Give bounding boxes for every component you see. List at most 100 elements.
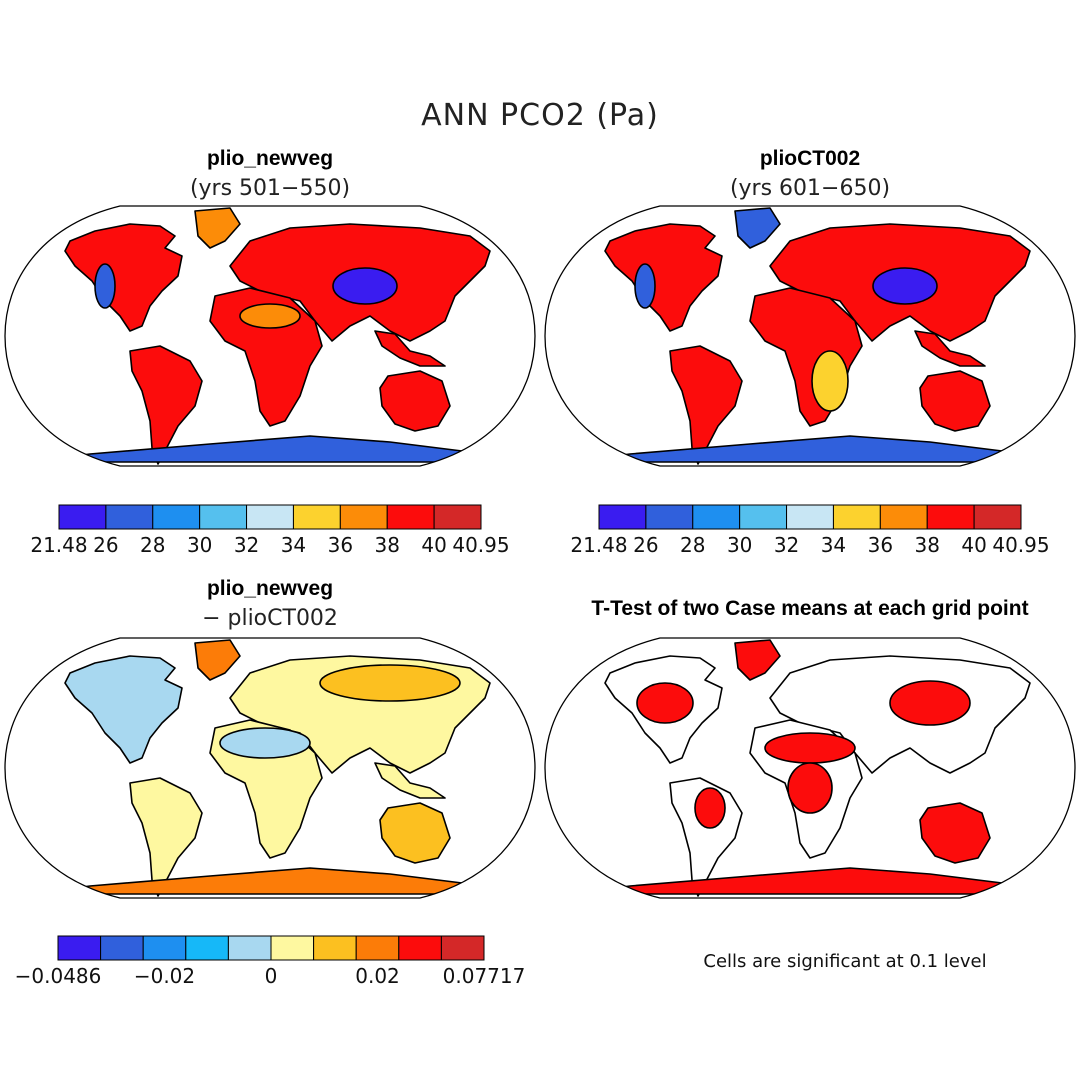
panel-top-right: plioCT002 (yrs 601−650) 21.48 26 28 30 32 34 3…: [544, 147, 1076, 557]
panel-top-left: plio_newveg (yrs 501−550) 21.48 26 28 30 32 3…: [4, 147, 536, 557]
siberia-patch: [319, 664, 461, 702]
panel-subtitle: (yrs 601−650): [730, 176, 890, 201]
antarctica-region: [29, 867, 511, 895]
north-america-region: [64, 223, 183, 332]
colorbar-swatch: [879, 504, 928, 530]
colorbar-tick-label: 21.48: [30, 533, 87, 557]
colorbar: 21.48 26 28 30 32 34 36 38 40 40.95: [570, 504, 1050, 557]
map: [4, 205, 536, 467]
colorbar-swatch: [142, 935, 187, 961]
colorbar-tick-label: 32: [234, 533, 259, 557]
sig-cell-central-africa: [787, 762, 833, 814]
sig-cell-canada: [636, 682, 694, 724]
colorbar-tick-label: 30: [187, 533, 212, 557]
colorbar-tick-label: 34: [821, 533, 846, 557]
colorbar-swatch: [246, 504, 294, 530]
panel-title: plio_newveg: [207, 577, 333, 600]
antarctica-region: [569, 867, 1051, 895]
colorbar-swatch: [152, 504, 201, 530]
australia-region: [919, 802, 991, 864]
north-america-region: [604, 223, 723, 332]
colorbar-tick-label: 30: [727, 533, 752, 557]
colorbar-tick-label: 36: [328, 533, 353, 557]
colorbar-swatch: [739, 504, 788, 530]
colorbar-swatch: [973, 504, 1022, 530]
colorbar-swatch: [227, 935, 272, 961]
panel-bottom-left: plio_newveg − plioCT002 −0.0486 −0.02 0 0.0…: [4, 577, 536, 988]
east-africa-patch: [811, 350, 849, 412]
colorbar-swatch: [58, 504, 107, 530]
colorbar-swatch: [185, 935, 229, 961]
colorbar-swatch: [598, 504, 647, 530]
panel-title: plioCT002: [760, 147, 860, 170]
colorbar-swatch: [433, 504, 482, 530]
colorbar-tick-label: 40: [961, 533, 986, 557]
colorbar-swatch: [57, 935, 102, 961]
significance-note: Cells are significant at 0.1 level: [703, 951, 986, 972]
sig-cell-sahara: [764, 732, 856, 764]
panel-subtitle: (yrs 501−550): [190, 176, 350, 201]
colorbar-swatch: [645, 504, 694, 530]
colorbar-swatch: [692, 504, 741, 530]
colorbar-tick-label: −0.02: [134, 964, 195, 988]
colorbar-tick-label: 0.02: [355, 964, 400, 988]
australia-region: [379, 802, 451, 864]
greenland-region: [194, 207, 241, 249]
figure-title: ANN PCO2 (Pa): [421, 98, 659, 133]
antarctica-region: [569, 435, 1051, 463]
map: [544, 205, 1076, 467]
colorbar-tick-label: 26: [93, 533, 118, 557]
panel-title: T-Test of two Case means at each grid po…: [591, 597, 1028, 620]
colorbar-swatch: [270, 935, 315, 961]
sig-cell-asia: [889, 680, 971, 726]
colorbar-swatch: [292, 504, 341, 530]
colorbar-swatch: [105, 504, 154, 530]
colorbar-tick-label: 36: [868, 533, 893, 557]
panel-bottom-right: T-Test of two Case means at each grid po…: [544, 597, 1076, 972]
colorbar-tick-label: 26: [633, 533, 658, 557]
colorbar: −0.0486 −0.02 0 0.02 0.07717: [15, 935, 526, 988]
colorbar-swatch: [313, 935, 357, 961]
colorbar: 21.48 26 28 30 32 34 36 38 40 40.95: [30, 504, 510, 557]
colorbar-swatch: [100, 935, 144, 961]
colorbar-swatch: [355, 935, 400, 961]
colorbar-tick-label: 40.95: [452, 533, 509, 557]
colorbar-swatch: [926, 504, 975, 530]
colorbar-tick-label: 32: [774, 533, 799, 557]
colorbar-swatch: [199, 504, 248, 530]
greenland-region: [194, 639, 241, 681]
colorbar-tick-label: −0.0486: [15, 964, 102, 988]
colorbar-tick-label: 40.95: [992, 533, 1049, 557]
panel-title: plio_newveg: [207, 147, 333, 170]
colorbar-tick-label: 28: [140, 533, 165, 557]
sahara-patch: [239, 303, 301, 329]
colorbar-swatch: [832, 504, 881, 530]
map: [4, 637, 536, 899]
colorbar-swatch: [440, 935, 485, 961]
greenland-region: [734, 639, 781, 681]
colorbar-swatch: [386, 504, 435, 530]
colorbar-tick-label: 34: [281, 533, 306, 557]
colorbar-tick-label: 28: [680, 533, 705, 557]
tibet-plateau: [332, 267, 398, 305]
colorbar-swatch: [786, 504, 834, 530]
australia-region: [919, 370, 991, 432]
colorbar-swatch: [339, 504, 388, 530]
colorbar-tick-label: 21.48: [570, 533, 627, 557]
colorbar-swatch: [398, 935, 442, 961]
colorbar-tick-label: 38: [374, 533, 399, 557]
australia-region: [379, 370, 451, 432]
rockies-patch: [634, 263, 656, 309]
colorbar-tick-label: 38: [914, 533, 939, 557]
sig-cell-south-america: [694, 787, 726, 829]
colorbar-tick-label: 40: [421, 533, 446, 557]
tibet-plateau: [872, 267, 938, 305]
sahara-patch: [219, 727, 311, 759]
panel-subtitle: − plioCT002: [202, 606, 338, 631]
colorbar-tick-label: 0: [265, 964, 278, 988]
north-america-region: [64, 655, 183, 764]
colorbar-tick-label: 0.07717: [443, 964, 526, 988]
rockies-patch: [94, 263, 116, 309]
antarctica-region: [29, 435, 511, 463]
